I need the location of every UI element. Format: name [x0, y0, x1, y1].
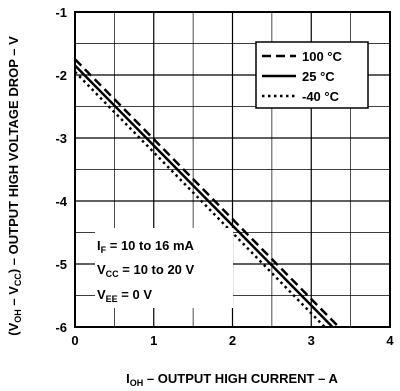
y-tick-label: -4: [55, 194, 67, 209]
x-tick-label: 3: [308, 333, 315, 348]
x-axis-label: IOH – OUTPUT HIGH CURRENT – A: [126, 371, 338, 388]
legend-label-25c: 25 °C: [302, 69, 335, 84]
y-tick-label: -5: [55, 257, 67, 272]
legend: 100 °C 25 °C -40 °C: [255, 41, 369, 109]
y-tick-label: -1: [55, 5, 67, 20]
condition-vcc: VCC = 10 to 20 V: [97, 262, 195, 279]
legend-label-minus40c: -40 °C: [302, 89, 340, 104]
plot-frame: [74, 11, 391, 328]
series-layer: [74, 58, 340, 328]
condition-vee: VEE = 0 V: [97, 287, 152, 304]
y-tick-label: -2: [55, 68, 67, 83]
y-tick-label: -3: [55, 131, 67, 146]
x-tick-label: 1: [150, 333, 157, 348]
tick-labels: 0 1 2 3 4 -1 -2 -3 -4 -5 -6: [55, 5, 394, 348]
series-line-100c: [74, 58, 340, 328]
x-tick-label: 4: [386, 333, 394, 348]
y-tick-label: -6: [55, 320, 67, 335]
x-tick-label: 2: [229, 333, 236, 348]
condition-if: IF = 10 to 16 mA: [97, 238, 195, 255]
y-axis-label: (VOH – VCC) – OUTPUT HIGH VOLTAGE DROP –…: [6, 36, 23, 336]
legend-label-100c: 100 °C: [302, 49, 343, 64]
x-tick-label: 0: [71, 333, 78, 348]
conditions-backdrop: [95, 228, 233, 308]
series-line-25c: [74, 64, 334, 328]
test-conditions: IF = 10 to 16 mA VCC = 10 to 20 V VEE = …: [95, 228, 233, 308]
